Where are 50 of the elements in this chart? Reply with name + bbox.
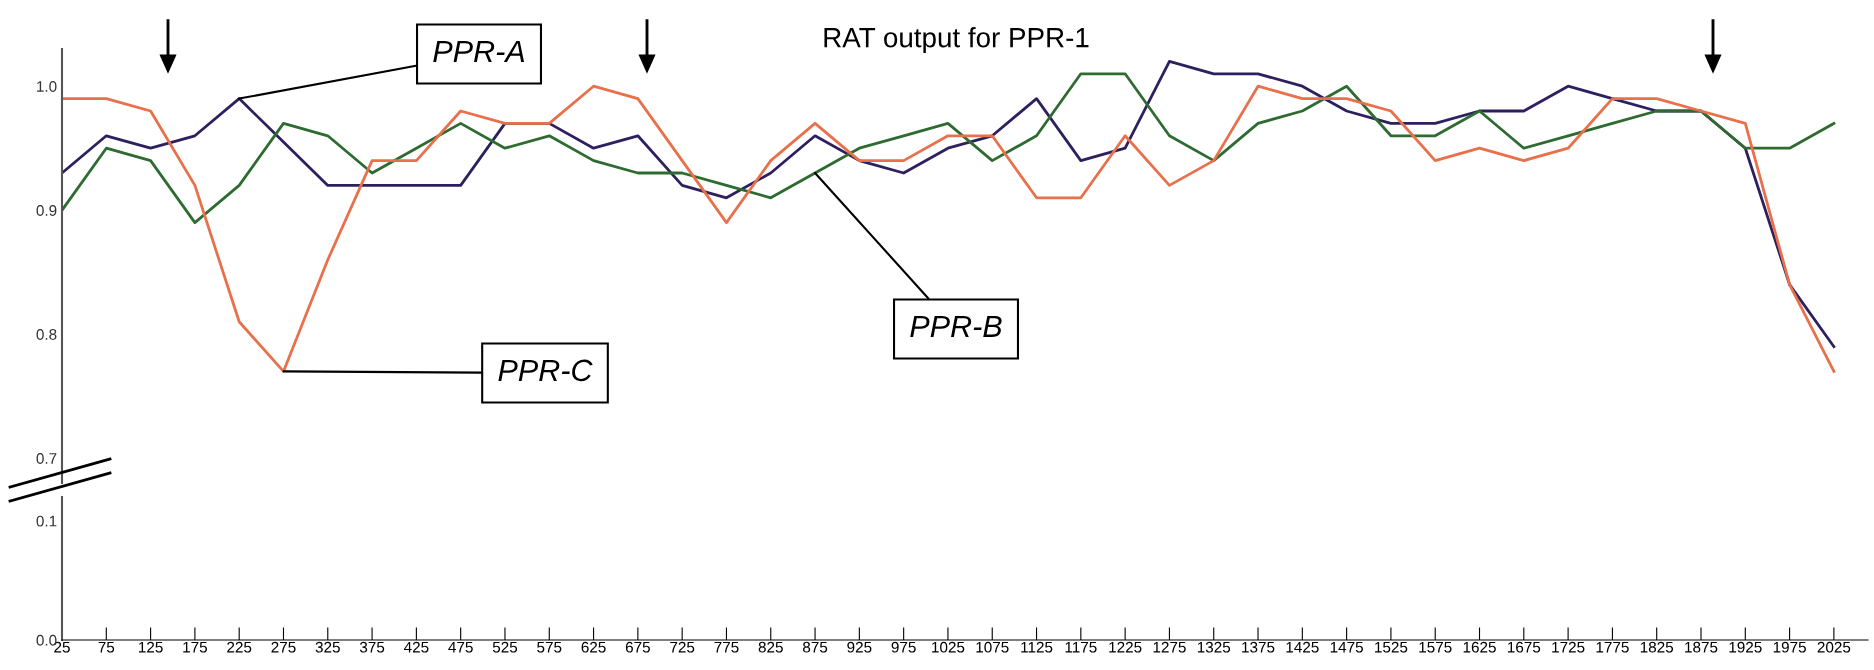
x-tick-label: 725 <box>670 641 695 653</box>
x-tick-label: 875 <box>802 641 828 653</box>
x-tick-label: 1975 <box>1773 641 1806 653</box>
x-tick-label: 575 <box>537 641 562 653</box>
x-tick-label: 1725 <box>1552 641 1585 653</box>
y-tick-label: 0.9 <box>36 205 57 216</box>
x-tick-label: 1575 <box>1419 641 1452 653</box>
line-series <box>62 72 1836 224</box>
x-tick-label: 2025 <box>1817 641 1851 653</box>
x-tick-label: 825 <box>758 641 783 653</box>
x-tick-label: 1525 <box>1375 641 1408 653</box>
x-tick-label: 1325 <box>1197 641 1231 653</box>
x-tick-label: 325 <box>315 641 340 653</box>
x-tick-label: 925 <box>847 641 872 653</box>
x-tick-label: 1875 <box>1685 641 1718 653</box>
x-tick-label: 75 <box>98 641 115 653</box>
x-tick-label: 1375 <box>1242 641 1275 653</box>
y-tick-label: 0.8 <box>36 329 57 340</box>
x-tick-label: 775 <box>714 641 739 653</box>
x-tick-label: 1225 <box>1109 641 1142 653</box>
x-tick-label: 1275 <box>1153 641 1186 653</box>
x-tick-label: 425 <box>403 641 429 653</box>
x-tick-label: 525 <box>492 641 518 653</box>
y-tick-label: 0.1 <box>36 515 57 527</box>
x-tick-label: 275 <box>271 641 296 653</box>
x-tick-label: 975 <box>891 641 916 653</box>
x-tick-label: 1775 <box>1596 641 1629 653</box>
y-tick-label: 1.0 <box>37 81 57 92</box>
y-tick-label: 0.7 <box>36 453 57 464</box>
x-tick-label: 175 <box>183 641 207 653</box>
text: PPR-A <box>433 40 525 62</box>
x-tick-label: 1675 <box>1507 641 1541 653</box>
x-tick-label: 125 <box>139 641 163 653</box>
x-tick-label: 675 <box>625 641 650 653</box>
text: PPR-C <box>498 359 593 382</box>
x-tick-label: 1125 <box>1021 641 1053 653</box>
x-tick-label: 1475 <box>1330 641 1363 653</box>
x-tick-label: 1425 <box>1286 641 1319 653</box>
x-tick-label: 225 <box>227 641 252 653</box>
x-tick-label: 1925 <box>1729 641 1762 653</box>
x-tick-label: 1825 <box>1640 641 1674 653</box>
text: PPR-B <box>910 315 1002 337</box>
x-tick-label: 1625 <box>1463 641 1496 653</box>
x-tick-label: 625 <box>581 641 606 653</box>
x-tick-label: 1175 <box>1065 641 1097 653</box>
x-tick-label: 475 <box>448 641 473 653</box>
x-tick-label: 375 <box>359 641 385 653</box>
chart-title: RAT output for PPR-1 <box>824 27 1089 53</box>
x-tick-label: 1025 <box>932 641 965 653</box>
x-tick-label: 1075 <box>976 641 1009 653</box>
